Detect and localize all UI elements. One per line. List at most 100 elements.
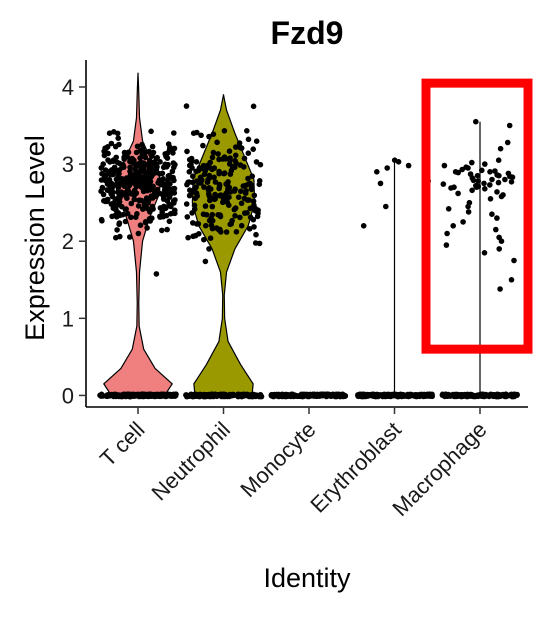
x-tick-label: Neutrophil (146, 417, 235, 506)
cell-point (149, 151, 156, 157)
cell-point (197, 174, 204, 181)
cell-point (489, 211, 495, 217)
cell-point (493, 226, 499, 233)
cell-point (127, 234, 133, 240)
cell-point (208, 186, 214, 192)
cell-point (166, 185, 172, 192)
points-erythroblast (355, 157, 436, 400)
cell-point (294, 393, 301, 399)
cell-point (147, 218, 153, 224)
cell-point (395, 159, 402, 165)
cell-point (119, 176, 125, 182)
cell-point (455, 169, 462, 176)
cell-point (133, 214, 139, 220)
cell-point (241, 155, 248, 162)
cell-point (183, 392, 189, 398)
cell-point (220, 199, 226, 206)
cell-point (207, 174, 214, 181)
x-axis-title: Identity (263, 563, 351, 593)
cell-point (208, 215, 214, 222)
cell-point (135, 230, 142, 237)
cell-point (188, 392, 194, 399)
points-monocyte (268, 391, 349, 400)
cell-point (496, 172, 502, 179)
cell-point (166, 146, 173, 153)
cell-point (241, 164, 247, 170)
cell-point (137, 155, 143, 161)
cell-point (139, 184, 146, 190)
cell-point (256, 178, 263, 184)
cell-point (117, 212, 123, 219)
cell-point (172, 210, 178, 217)
cell-point (106, 130, 113, 136)
cell-point (167, 191, 174, 197)
cell-point (157, 159, 163, 165)
cell-point (224, 392, 231, 399)
cell-point (503, 392, 509, 399)
cell-point (149, 172, 155, 178)
cell-point (151, 159, 158, 165)
violin-neutrophil (191, 94, 256, 397)
cell-point (313, 392, 319, 399)
cell-point (251, 192, 258, 199)
cell-point (216, 156, 222, 163)
cell-point (108, 182, 114, 189)
cell-point (250, 103, 257, 110)
cell-point (216, 192, 223, 199)
cell-point (498, 238, 505, 244)
cell-point (172, 197, 178, 203)
cell-point (114, 227, 120, 233)
cell-point (486, 393, 492, 400)
cell-point (115, 135, 121, 141)
cell-point (157, 214, 163, 220)
cell-point (384, 165, 391, 171)
cell-point (495, 179, 502, 186)
cell-point (509, 174, 516, 180)
cell-point (253, 231, 259, 238)
cell-point (166, 218, 173, 225)
cell-point (171, 177, 177, 184)
y-tick-label: 4 (62, 75, 74, 100)
cell-point (97, 392, 103, 399)
cell-point (252, 205, 259, 212)
cell-point (225, 186, 231, 192)
cell-point (444, 230, 450, 237)
cell-point (497, 286, 503, 292)
cell-point (511, 257, 517, 264)
cell-point (138, 162, 144, 169)
cell-point (212, 191, 218, 198)
cell-point (453, 391, 460, 398)
cell-point (232, 152, 239, 159)
cell-point (215, 151, 221, 157)
cell-point (443, 242, 450, 248)
cell-point (155, 180, 161, 186)
cell-point (440, 181, 447, 187)
cell-point (209, 154, 216, 161)
cell-point (210, 131, 217, 137)
cell-point (465, 209, 472, 215)
cell-point (154, 154, 160, 161)
cell-point (154, 186, 161, 193)
cell-point (237, 214, 243, 221)
cell-point (153, 271, 160, 277)
cell-point (143, 205, 150, 211)
cell-point (105, 168, 111, 175)
cell-point (116, 199, 123, 205)
cell-point (190, 220, 196, 226)
cell-point (185, 234, 191, 241)
cell-point (424, 393, 430, 399)
cell-point (268, 392, 275, 398)
cell-point (168, 392, 175, 399)
cell-point (102, 198, 109, 205)
cell-point (115, 189, 121, 195)
cell-point (216, 392, 223, 399)
cell-point (472, 393, 479, 400)
cell-point (116, 221, 122, 228)
cell-point (131, 187, 138, 194)
cell-point (113, 234, 119, 241)
cell-point (231, 188, 238, 194)
cell-point (245, 136, 252, 143)
cell-point (370, 393, 376, 399)
